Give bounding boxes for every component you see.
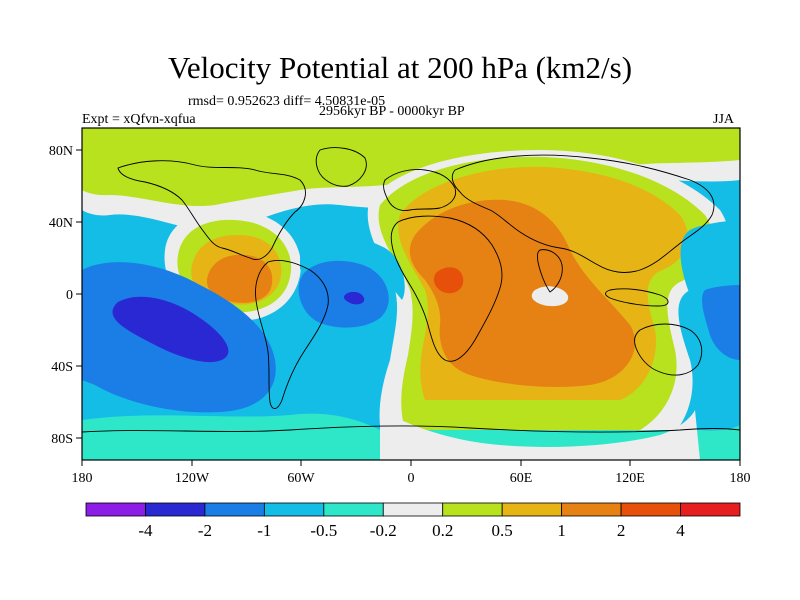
contour-bands <box>82 128 740 460</box>
coast-south-america <box>255 259 329 409</box>
lon-tick-label: 0 <box>408 471 415 486</box>
lat-tick-label: 0 <box>66 288 73 303</box>
lon-tick-label: 180 <box>72 471 93 486</box>
colorbar-label: -4 <box>138 521 153 540</box>
colorbar-label: -1 <box>257 521 271 540</box>
coast-india <box>536 249 563 293</box>
band-darkblue-atlantic <box>343 291 365 305</box>
band-blue-westpac <box>702 285 740 360</box>
colorbar-label: -0.2 <box>370 521 397 540</box>
lon-tick-labels: 180 120W 60W 0 60E 120E 180 <box>72 471 751 486</box>
lon-tick-label: 120W <box>175 471 210 486</box>
season-label: JJA <box>713 112 735 127</box>
coast-indonesia <box>605 288 669 307</box>
lat-tick-label: 40N <box>49 216 73 231</box>
band-blue-atlantic <box>298 260 389 328</box>
coast-asia <box>451 154 715 273</box>
band-darkblue-pacific <box>112 296 229 363</box>
colorbar-swatch <box>323 502 384 517</box>
period-label: 2956kyr BP - 0000kyr BP <box>319 104 465 119</box>
band-cyan-atlantic <box>300 233 405 300</box>
colorbar-label: 4 <box>676 521 685 540</box>
lon-tick-label: 120E <box>615 471 645 486</box>
map-title: Velocity Potential at 200 hPa (km2/s) <box>167 50 633 85</box>
band-orange <box>409 199 636 387</box>
contour-field <box>82 128 740 460</box>
colorbar-swatch <box>204 502 265 517</box>
colorbar-swatch <box>501 502 563 517</box>
stats-text: rmsd= 0.952623 diff= 4.50831e-05 <box>188 94 386 109</box>
lon-tick-label: 60E <box>510 471 533 486</box>
coast-australia <box>634 323 703 376</box>
colorbar-label: 0.5 <box>492 521 513 540</box>
band-red-africa <box>433 267 464 294</box>
lat-tick-label: 80N <box>49 144 73 159</box>
tick-marks <box>76 149 741 466</box>
colorbar-swatch <box>561 502 622 517</box>
colorbar-label: 0.2 <box>432 521 453 540</box>
colorbar-label: -2 <box>198 521 212 540</box>
lat-tick-label: 80S <box>51 432 73 447</box>
coast-antarctica <box>82 425 740 433</box>
colorbar-label: 2 <box>617 521 626 540</box>
colorbar: -4 -2 -1 -0.5 -0.2 0.2 0.5 1 2 4 <box>85 502 741 540</box>
lon-tick-label: 60W <box>287 471 315 486</box>
colorbar-swatch <box>85 502 146 517</box>
lon-tick-label: 180 <box>730 471 751 486</box>
colorbar-label: 1 <box>557 521 566 540</box>
colorbar-swatch <box>382 502 444 517</box>
coast-north-america <box>117 160 306 260</box>
colorbar-swatch <box>442 502 503 517</box>
colorbar-swatch <box>145 502 206 517</box>
band-yellowgreen-north <box>82 128 740 207</box>
lat-tick-labels: 80N 40N 0 40S 80S <box>49 144 73 447</box>
colorbar-swatch <box>263 502 325 517</box>
colorbar-label: -0.5 <box>310 521 337 540</box>
experiment-label: Expt = xQfvn-xqfua <box>82 112 196 127</box>
hole-indian-ocean <box>531 286 569 307</box>
lat-tick-label: 40S <box>51 360 73 375</box>
colorbar-swatch <box>620 502 681 517</box>
band-light-south <box>380 410 700 460</box>
coast-europe <box>383 169 457 211</box>
colorbar-swatch <box>680 502 741 517</box>
coastlines <box>82 147 740 433</box>
coast-africa <box>390 215 503 362</box>
coast-greenland <box>315 147 367 187</box>
